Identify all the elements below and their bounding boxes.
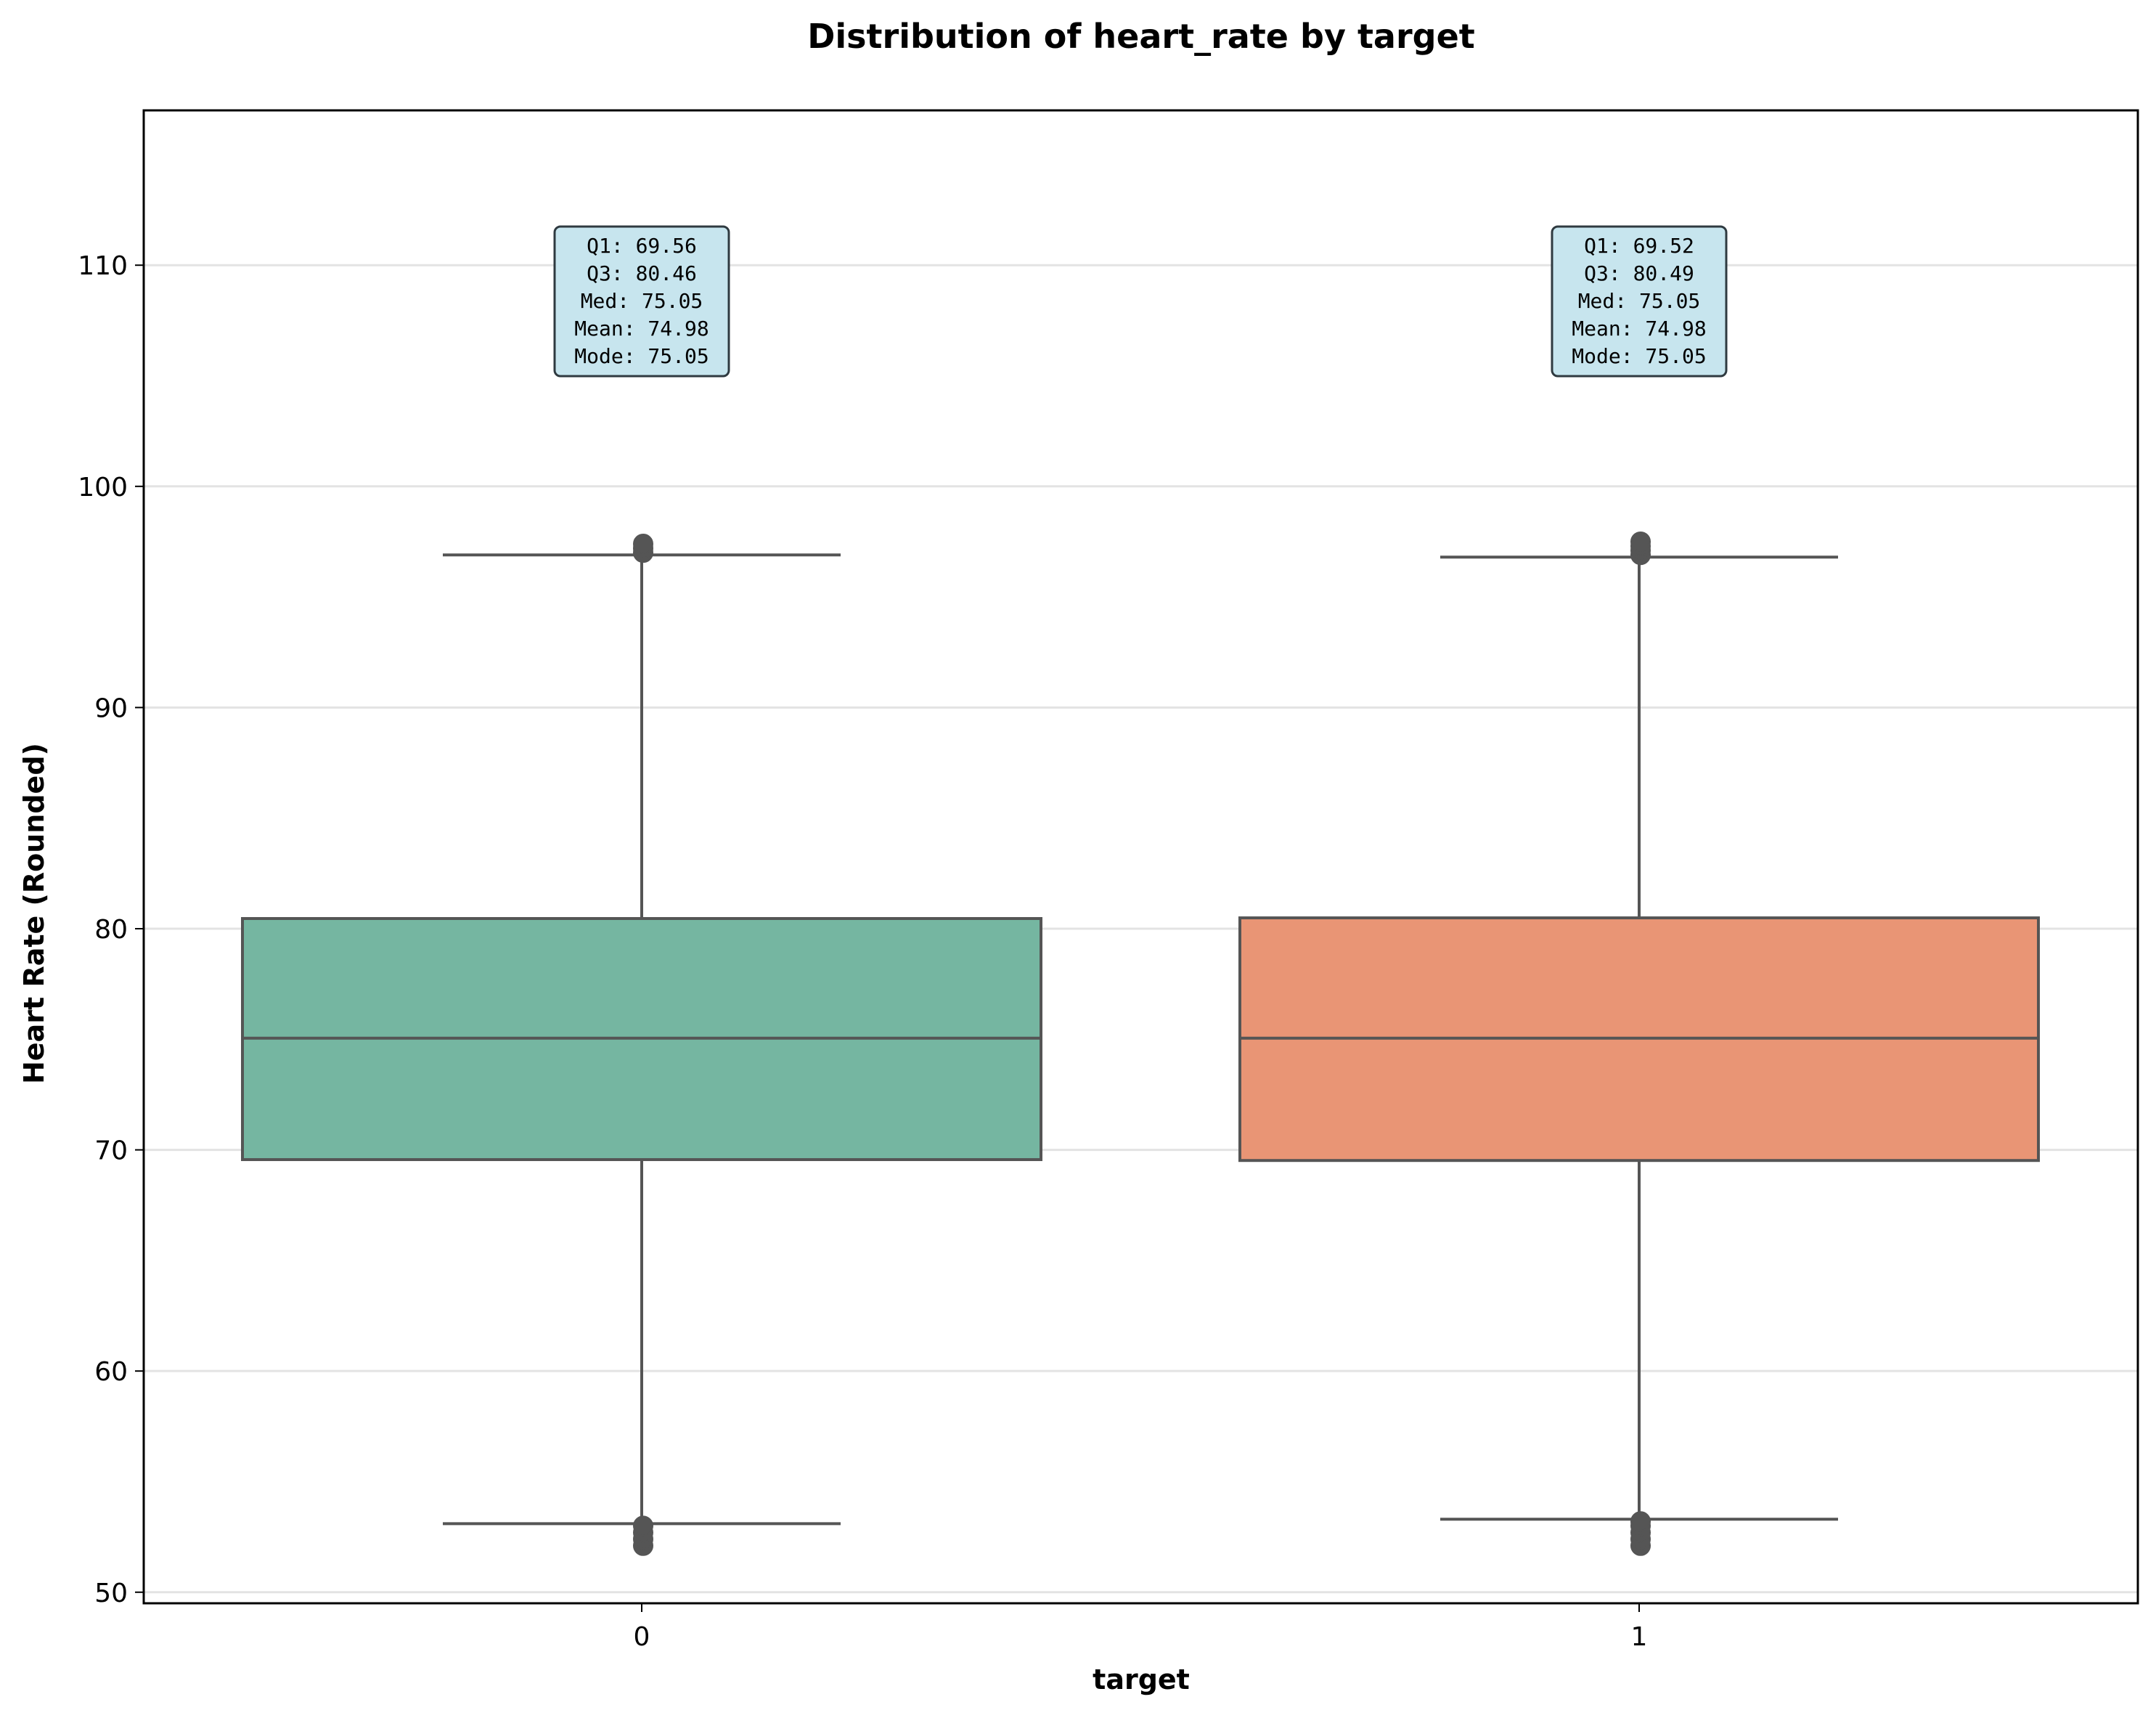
stats-annotation-line: Mean: 74.98 — [1572, 317, 1706, 341]
y-tick-label: 50 — [94, 1579, 128, 1608]
stats-annotation-line: Q3: 80.49 — [1584, 261, 1694, 285]
y-tick-label: 70 — [94, 1136, 128, 1166]
stats-annotation-box — [1551, 225, 1728, 378]
stats-annotation-line: Mode: 75.05 — [1572, 344, 1706, 368]
x-tick-label: 0 — [634, 1622, 650, 1652]
stats-annotation-line: Q3: 80.46 — [587, 261, 697, 285]
x-axis-label: target — [1093, 1664, 1190, 1695]
stats-annotation-line: Q1: 69.56 — [587, 234, 697, 258]
outlier-point — [633, 534, 653, 555]
plot-frame — [142, 109, 2139, 1605]
y-tick-label: 80 — [94, 915, 128, 945]
stats-annotation-box — [553, 225, 730, 378]
y-tick-label: 60 — [94, 1357, 128, 1387]
y-tick-label: 100 — [78, 473, 128, 502]
y-tick-label: 110 — [78, 251, 128, 281]
y-axis-label: Heart Rate (Rounded) — [18, 743, 50, 1084]
outlier-point — [1630, 1511, 1651, 1532]
stats-annotation-line: Q1: 69.52 — [1584, 234, 1694, 258]
stats-annotation-line: Med: 75.05 — [581, 289, 703, 313]
outlier-point — [633, 1515, 653, 1536]
plot-area: 50 60 70 80 90 100 110 Q1: 69.56 Q3: 80.46 Med: 7… — [78, 109, 2139, 1652]
stats-annotation-line: Med: 75.05 — [1578, 289, 1701, 313]
stats-annotation-line: Mode: 75.05 — [574, 344, 709, 368]
y-tick-label: 90 — [94, 693, 128, 723]
stats-annotation-line: Mean: 74.98 — [574, 317, 709, 341]
x-tick-label: 1 — [1631, 1622, 1648, 1652]
chart-title: Distribution of heart_rate by target — [807, 17, 1475, 56]
outlier-point — [1630, 531, 1651, 552]
